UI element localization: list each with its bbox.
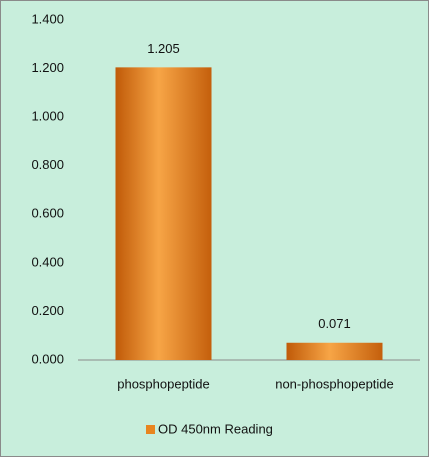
legend-swatch xyxy=(146,425,155,434)
data-label: 1.205 xyxy=(147,41,180,56)
y-tick-label: 1.400 xyxy=(31,11,64,26)
y-tick-label: 0.800 xyxy=(31,157,64,172)
legend-label: OD 450nm Reading xyxy=(158,421,273,436)
y-tick-label: 0.000 xyxy=(31,351,64,366)
y-tick-label: 1.200 xyxy=(31,60,64,75)
data-label: 0.071 xyxy=(318,316,351,331)
y-tick-label: 0.600 xyxy=(31,206,64,221)
x-tick-label: non-phosphopeptide xyxy=(275,376,394,391)
bar xyxy=(286,342,383,360)
y-tick-label: 0.400 xyxy=(31,254,64,269)
y-tick-label: 1.000 xyxy=(31,109,64,124)
y-tick-label: 0.200 xyxy=(31,303,64,318)
x-tick-label: phosphopeptide xyxy=(117,376,210,391)
bar xyxy=(115,67,212,360)
